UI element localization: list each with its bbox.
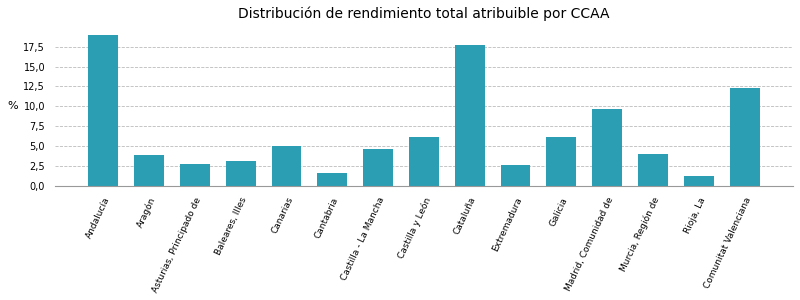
Y-axis label: %: % bbox=[7, 101, 18, 111]
Bar bbox=[730, 88, 759, 186]
Bar bbox=[684, 176, 714, 186]
Bar bbox=[226, 161, 255, 186]
Bar bbox=[455, 45, 485, 186]
Bar bbox=[318, 173, 347, 186]
Bar bbox=[272, 146, 302, 186]
Title: Distribución de rendimiento total atribuible por CCAA: Distribución de rendimiento total atribu… bbox=[238, 7, 610, 21]
Bar bbox=[546, 136, 576, 186]
Bar bbox=[638, 154, 668, 186]
Bar bbox=[592, 109, 622, 186]
Bar bbox=[363, 149, 393, 186]
Bar bbox=[88, 35, 118, 186]
Bar bbox=[501, 165, 530, 186]
Bar bbox=[134, 155, 164, 186]
Bar bbox=[409, 136, 439, 186]
Bar bbox=[180, 164, 210, 186]
